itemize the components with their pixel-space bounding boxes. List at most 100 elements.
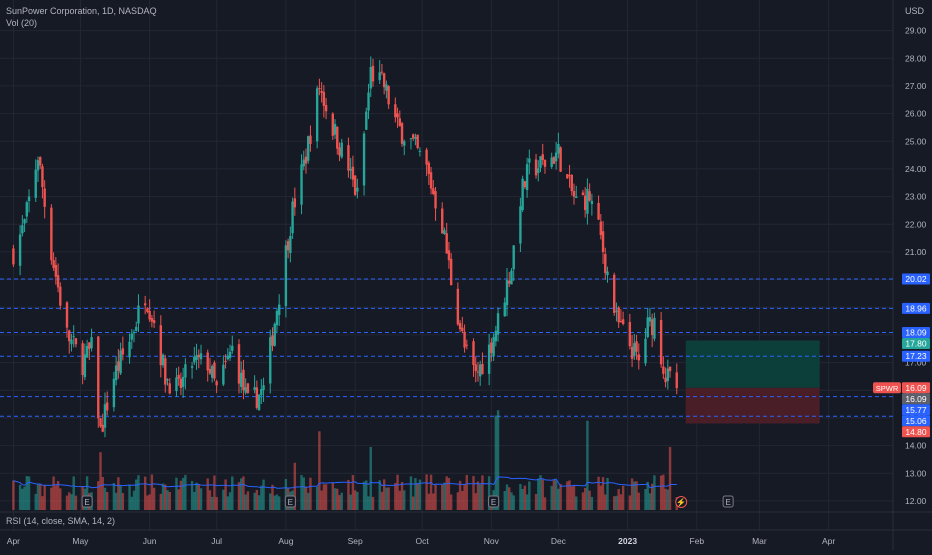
candle-body[interactable] [224, 360, 227, 362]
candle-body[interactable] [351, 166, 355, 180]
volume-bar[interactable] [365, 480, 368, 510]
earnings-event-icon[interactable] [284, 495, 296, 508]
candle-body[interactable] [458, 323, 462, 330]
volume-bar[interactable] [586, 420, 589, 510]
volume-bar[interactable] [371, 496, 375, 510]
volume-bar[interactable] [257, 495, 261, 510]
volume-bar[interactable] [143, 476, 147, 510]
candle-body[interactable] [662, 366, 665, 374]
candle-body[interactable] [300, 164, 303, 205]
volume-bar[interactable] [554, 480, 558, 510]
volume-bar[interactable] [416, 483, 419, 510]
volume-bar[interactable] [465, 474, 469, 510]
candle-body[interactable] [566, 174, 569, 179]
volume-bar[interactable] [398, 490, 401, 510]
candle-body[interactable] [52, 259, 55, 268]
volume-bar[interactable] [429, 474, 433, 510]
volume-bar[interactable] [320, 490, 323, 510]
volume-bar[interactable] [166, 490, 169, 510]
volume-bar[interactable] [135, 479, 138, 510]
volume-bar[interactable] [277, 496, 281, 510]
volume-bar[interactable] [304, 486, 308, 510]
position-profit-zone[interactable] [685, 340, 820, 388]
candle-body[interactable] [570, 174, 573, 192]
volume-bar[interactable] [36, 484, 40, 510]
volume-bar[interactable] [637, 492, 640, 510]
candle-body[interactable] [523, 181, 527, 188]
volume-bar[interactable] [262, 479, 265, 510]
volume-bar[interactable] [662, 474, 665, 510]
volume-bar[interactable] [253, 492, 256, 510]
candle-body[interactable] [179, 378, 183, 388]
candle-body[interactable] [429, 172, 433, 189]
volume-bar[interactable] [190, 481, 194, 510]
volume-bar[interactable] [568, 480, 571, 510]
candle-body[interactable] [425, 149, 428, 165]
volume-bar[interactable] [414, 478, 417, 510]
volume-bar[interactable] [74, 495, 78, 510]
candle-body[interactable] [121, 348, 125, 355]
candle-body[interactable] [215, 381, 218, 386]
candle-body[interactable] [414, 137, 417, 139]
candle-body[interactable] [365, 111, 368, 130]
volume-bar[interactable] [338, 495, 341, 510]
candle-body[interactable] [445, 233, 448, 254]
candle-body[interactable] [269, 337, 272, 384]
volume-bar[interactable] [231, 476, 234, 510]
volume-bar[interactable] [644, 489, 647, 510]
volume-bar[interactable] [195, 482, 198, 510]
volume-bar[interactable] [41, 496, 44, 510]
candle-body[interactable] [320, 90, 323, 93]
volume-bar[interactable] [521, 488, 524, 510]
volume-bar[interactable] [333, 488, 337, 510]
earnings-event-icon[interactable] [488, 495, 500, 508]
volume-bar[interactable] [559, 484, 562, 510]
volume-bar[interactable] [315, 486, 319, 510]
volume-bar[interactable] [615, 495, 618, 510]
candle-body[interactable] [479, 364, 482, 377]
volume-bar[interactable] [228, 492, 232, 510]
candle-body[interactable] [68, 330, 71, 342]
candle-body[interactable] [650, 319, 654, 335]
candle-body[interactable] [240, 372, 243, 387]
volume-bar[interactable] [666, 489, 670, 510]
candle-body[interactable] [331, 113, 334, 136]
volume-bar[interactable] [367, 496, 370, 510]
candle-body[interactable] [432, 188, 435, 194]
volume-bar[interactable] [128, 484, 131, 510]
volume-bar[interactable] [199, 488, 203, 510]
candle-body[interactable] [398, 118, 401, 127]
volume-bar[interactable] [633, 481, 636, 510]
candle-body[interactable] [257, 394, 261, 411]
candle-body[interactable] [88, 342, 91, 349]
candle-body[interactable] [666, 368, 670, 382]
candle-body[interactable] [83, 354, 87, 378]
candle-body[interactable] [659, 320, 663, 365]
candle-body[interactable] [525, 164, 529, 190]
volume-bar[interactable] [271, 484, 274, 510]
candle-body[interactable] [309, 135, 312, 144]
volume-bar[interactable] [525, 494, 529, 510]
volume-bar[interactable] [101, 476, 104, 510]
volume-bar[interactable] [445, 476, 448, 510]
volume-bar[interactable] [18, 484, 22, 510]
candle-body[interactable] [575, 196, 578, 198]
candle-body[interactable] [50, 207, 53, 261]
volume-bar[interactable] [635, 481, 638, 510]
volume-bar[interactable] [177, 489, 180, 510]
volume-bar[interactable] [72, 476, 75, 510]
candle-body[interactable] [175, 377, 178, 392]
candle-body[interactable] [581, 192, 585, 196]
candle-body[interactable] [630, 346, 634, 359]
candle-body[interactable] [206, 352, 209, 371]
volume-bar[interactable] [27, 476, 31, 510]
candle-body[interactable] [135, 326, 138, 331]
candle-body[interactable] [456, 288, 460, 325]
volume-bar[interactable] [222, 489, 225, 510]
position-loss-zone[interactable] [685, 387, 820, 424]
candle-body[interactable] [604, 253, 607, 273]
volume-bar[interactable] [175, 477, 178, 510]
candle-body[interactable] [385, 84, 388, 91]
volume-bar[interactable] [474, 493, 477, 510]
